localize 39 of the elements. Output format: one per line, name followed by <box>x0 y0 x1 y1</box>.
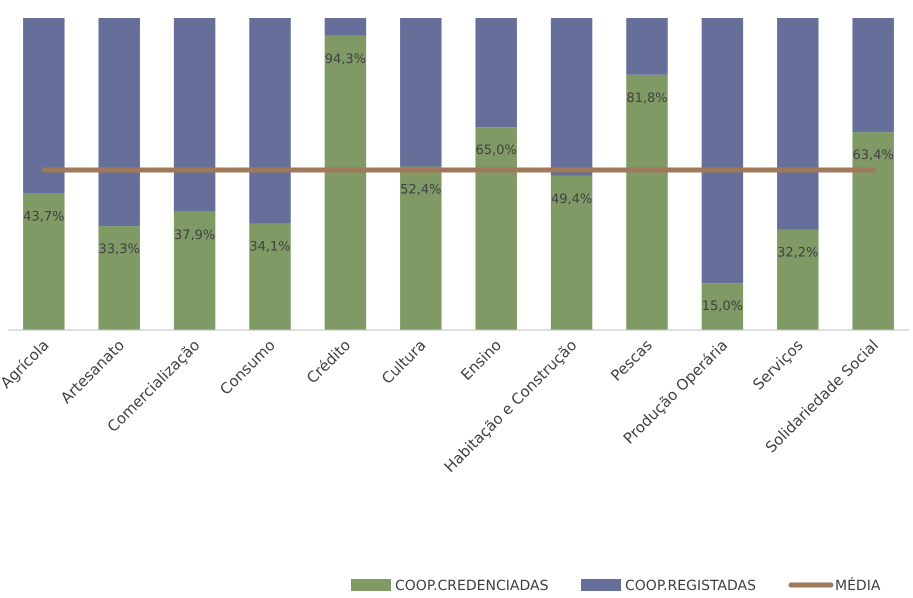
data-label: 32,2% <box>777 246 818 261</box>
bar <box>702 283 744 330</box>
data-label: 37,9% <box>174 228 216 243</box>
bar <box>777 230 819 330</box>
bar <box>174 212 216 330</box>
data-label: 65,0% <box>476 143 517 158</box>
data-label: 49,4% <box>550 192 592 207</box>
legend-label: MÉDIA <box>835 577 881 594</box>
bar <box>174 18 216 212</box>
data-label: 43,7% <box>23 210 64 225</box>
data-label: 15,0% <box>702 299 744 314</box>
bar <box>475 127 517 330</box>
bar <box>626 74 668 330</box>
bar <box>852 132 894 330</box>
bar <box>98 18 140 226</box>
bar <box>475 18 517 128</box>
bar <box>249 224 291 330</box>
bar <box>23 18 65 194</box>
bar <box>550 176 592 330</box>
data-label: 33,3% <box>98 242 140 258</box>
bar <box>777 18 819 230</box>
legend-label: COOP.REGISTADAS <box>625 578 756 594</box>
bar <box>23 194 65 330</box>
bar <box>702 18 744 284</box>
data-label: 63,4% <box>852 148 894 164</box>
bar <box>626 18 668 75</box>
bar <box>324 18 366 36</box>
data-label: 81,8% <box>626 90 668 106</box>
bar <box>324 36 366 330</box>
data-label: 34,1% <box>249 240 291 255</box>
data-label: 52,4% <box>400 182 442 198</box>
bar <box>550 18 592 176</box>
bar <box>852 18 894 132</box>
bar <box>98 226 140 330</box>
bar <box>400 166 442 330</box>
data-label: 94,3% <box>324 52 366 67</box>
bar <box>400 18 442 167</box>
legend-label: COOP.CREDENCIADAS <box>395 578 549 594</box>
bar <box>249 18 291 224</box>
